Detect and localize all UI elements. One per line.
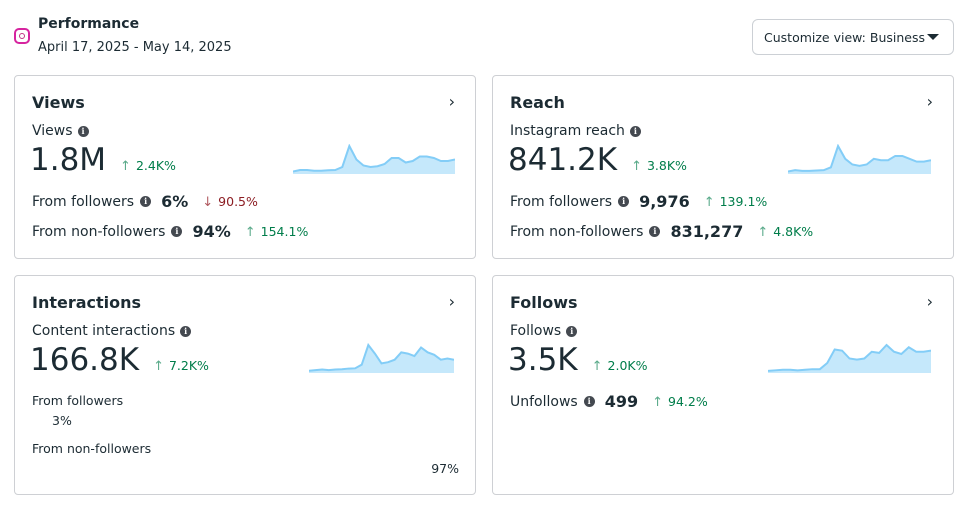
unfollows-label: Unfollows (510, 393, 578, 410)
chevron-right-icon[interactable]: › (448, 292, 455, 311)
info-icon[interactable]: i (180, 325, 192, 337)
arrow-up-icon: ↑ (244, 224, 256, 240)
info-icon[interactable]: i (566, 325, 578, 337)
info-icon[interactable]: i (583, 396, 595, 407)
date-range: April 17, 2025 - May 14, 2025 (38, 40, 232, 55)
change-badge: ↑ 154.1% (244, 223, 309, 240)
arrow-up-icon: ↑ (153, 359, 164, 374)
followers-label: From followers (32, 393, 124, 408)
sparkline (309, 343, 454, 373)
nonfollowers-value: 97% (431, 461, 459, 476)
nonfollowers-label: From non-followers (32, 441, 152, 456)
chevron-right-icon[interactable]: › (448, 92, 455, 111)
info-icon[interactable]: i (171, 226, 183, 237)
followers-label: From followers (510, 193, 613, 210)
sparkline-line (309, 343, 454, 372)
arrow-down-icon: ↓ (202, 194, 214, 210)
info-icon[interactable]: i (629, 125, 641, 137)
change-badge: ↑ 4.8K% (757, 223, 814, 240)
change-badge: ↑ 94.2% (652, 393, 708, 410)
metric-label: Follows (510, 323, 562, 339)
follows-card: Follows › Follows i 3.5K ↑ 2.0K% Unfollows i… (492, 275, 954, 495)
card-title: Views (32, 93, 85, 112)
reach-card: Reach › Instagram reach i 841.2K ↑ 3.8K% Fr… (492, 75, 954, 259)
caret-down-icon (927, 34, 939, 40)
sparkline (788, 144, 931, 174)
nonfollowers-value: 94% (192, 222, 231, 241)
metric-label: Instagram reach (510, 123, 625, 139)
arrow-up-icon: ↑ (631, 159, 642, 174)
arrow-up-icon: ↑ (591, 359, 603, 374)
followers-value: 3% (52, 413, 72, 428)
sparkline-line (788, 144, 931, 173)
metric-value: 166.8K (30, 342, 140, 378)
interactions-card: Interactions › Content interactions i 166… (14, 275, 476, 495)
followers-value: 9,976 (639, 192, 690, 211)
nonfollowers-value: 831,277 (670, 222, 744, 241)
metric-value: 3.5K (508, 342, 578, 378)
metric-label: Content interactions (32, 323, 176, 339)
sparkline (293, 144, 455, 174)
change-badge: ↑ 139.1% (703, 193, 768, 210)
followers-value: 6% (161, 192, 189, 211)
instagram-icon (14, 28, 30, 44)
nonfollowers-label: From non-followers (32, 223, 166, 240)
info-icon[interactable]: i (618, 196, 630, 207)
sparkline-line (293, 144, 455, 173)
sparkline (768, 343, 931, 373)
metric-value: 1.8M (30, 142, 107, 178)
page-title: Performance (38, 16, 140, 32)
customize-view-label: Customize view: Business (764, 29, 925, 45)
change-badge: ↑ 3.8K% (631, 158, 687, 174)
change-badge: ↑ 2.0K% (591, 358, 648, 374)
followers-label: From followers (32, 193, 135, 210)
info-icon[interactable]: i (77, 125, 89, 137)
card-title: Reach (510, 93, 565, 112)
nonfollowers-label: From non-followers (510, 223, 644, 240)
change-badge: ↑ 2.4K% (120, 158, 176, 174)
unfollows-value: 499 (604, 392, 639, 411)
change-badge: ↓ 90.5% (202, 193, 258, 210)
card-title: Interactions (32, 293, 142, 312)
sparkline-area (293, 146, 455, 174)
info-icon[interactable]: i (140, 196, 152, 207)
sparkline-line (768, 343, 931, 372)
arrow-up-icon: ↑ (120, 159, 131, 174)
sparkline-area (309, 345, 454, 373)
card-title: Follows (510, 293, 578, 312)
arrow-up-icon: ↑ (652, 394, 664, 410)
arrow-up-icon: ↑ (703, 194, 715, 210)
chevron-right-icon[interactable]: › (926, 92, 933, 111)
sparkline-area (788, 146, 931, 174)
info-icon[interactable]: i (649, 226, 661, 237)
arrow-up-icon: ↑ (757, 224, 769, 240)
metric-value: 841.2K (508, 142, 618, 178)
chevron-right-icon[interactable]: › (926, 292, 933, 311)
views-card: Views › Views i 1.8M ↑ 2.4K% From followers… (14, 75, 476, 259)
customize-view-dropdown[interactable]: Customize view: Business (752, 19, 954, 55)
metric-label: Views (32, 123, 73, 139)
change-badge: ↑ 7.2K% (153, 358, 209, 374)
